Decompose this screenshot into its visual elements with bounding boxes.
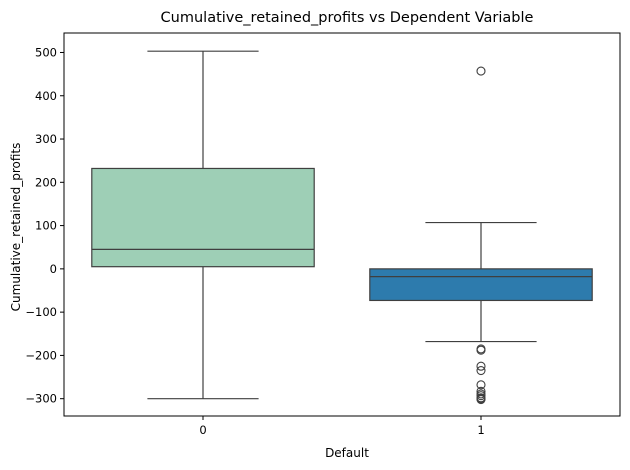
y-tick-label: −100 [25,305,57,319]
outlier-point-1-3 [476,361,486,371]
y-tick-label: 500 [35,45,57,59]
outlier-point-1-5 [476,380,486,390]
plot-frame [63,32,621,417]
x-tick-label: 1 [477,423,484,437]
outlier-point-1-0 [476,66,486,76]
plot-area [91,50,593,405]
axes: −300 −200 −100 0 100 200 300 400 500 0 1 [25,32,621,437]
box-group-0 [91,50,315,400]
outlier-point-1-2 [476,345,486,355]
y-axis-label: Cumulative_retained_profits [9,143,23,312]
y-tick-label: 400 [35,89,57,103]
outlier-point-1-11 [476,395,486,405]
box-1 [369,268,593,302]
y-tick-label: −200 [25,348,57,362]
y-tick-label: 0 [50,262,57,276]
box-group-1 [369,66,593,405]
y-tick-label: −300 [25,392,57,406]
x-tick-label: 0 [199,423,206,437]
x-axis-label: Default [325,446,369,460]
y-tick-label: 200 [35,175,57,189]
y-tick-label: 100 [35,219,57,233]
chart-title: Cumulative_retained_profits vs Dependent… [161,10,534,26]
outlier-point-1-4 [476,366,486,376]
y-tick-label: 300 [35,132,57,146]
box-0 [91,167,315,268]
